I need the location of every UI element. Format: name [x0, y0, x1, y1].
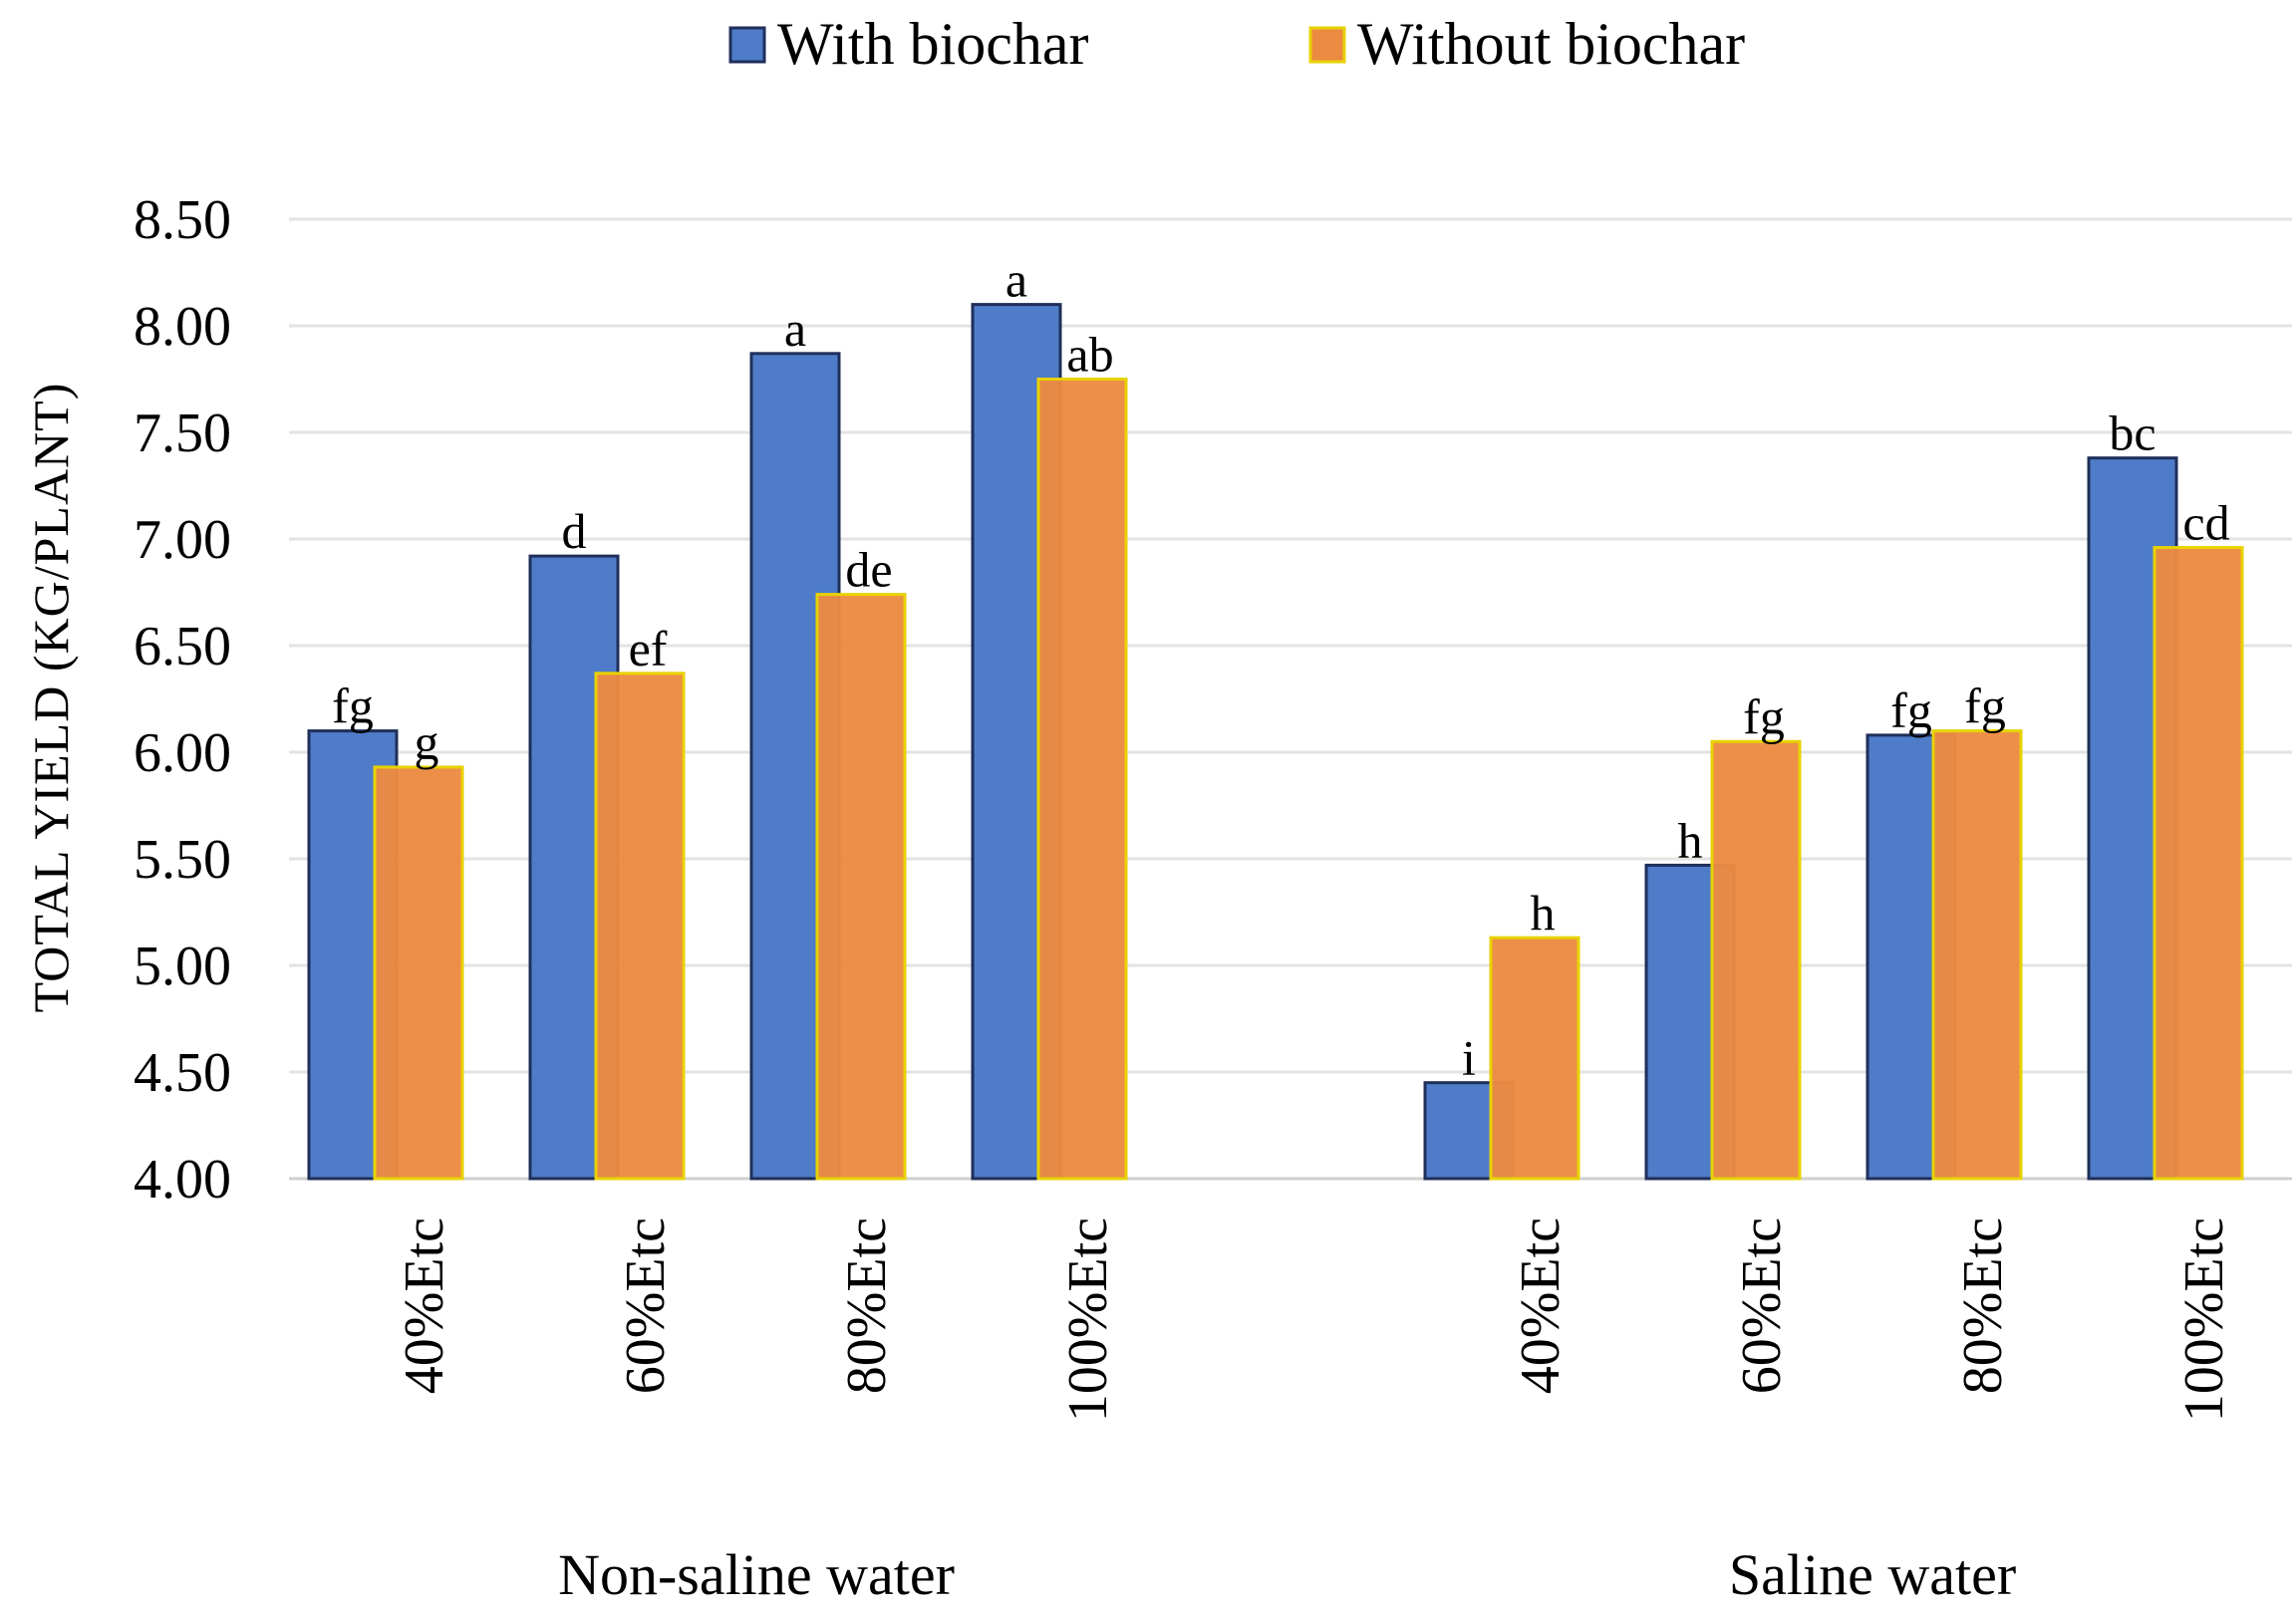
data-label-with-biochar-non-saline-water-100pctetc: a — [1005, 252, 1027, 308]
bar-without-biochar-non-saline-water-40pctetc — [373, 765, 464, 1181]
y-tick-label: 8.00 — [134, 296, 231, 358]
data-label-with-biochar-non-saline-water-60pctetc: d — [562, 503, 587, 559]
data-label-with-biochar-saline-water-80pctetc: fg — [1890, 682, 1932, 738]
x-category-label-non-saline-water-100pctetc: 100%Etc — [1057, 1217, 1119, 1422]
y-tick-label: 8.50 — [134, 189, 231, 251]
data-label-with-biochar-saline-water-100pctetc: bc — [2109, 405, 2155, 461]
legend-label-with-biochar: With biochar — [777, 11, 1089, 77]
data-label-without-biochar-non-saline-water-80pctetc: de — [845, 542, 892, 598]
y-tick-label: 7.00 — [134, 509, 231, 571]
y-tick-label: 6.50 — [134, 616, 231, 677]
data-label-with-biochar-saline-water-60pctetc: h — [1678, 812, 1703, 868]
x-axis-categories: 40%Etc 60%Etc 80%Etc 100%Etc 40%Etc 60%Etc 80%… — [394, 1217, 2235, 1422]
bar-without-biochar-non-saline-water-80pctetc — [815, 593, 907, 1181]
data-label-without-biochar-non-saline-water-40pctetc: g — [415, 714, 439, 770]
data-label-without-biochar-saline-water-80pctetc: fg — [1964, 678, 2006, 734]
data-label-without-biochar-non-saline-water-100pctetc: ab — [1066, 327, 1113, 383]
y-tick-label: 7.50 — [134, 403, 231, 464]
bar-without-biochar-saline-water-80pctetc — [1931, 729, 2023, 1181]
x-category-label-saline-water-100pctetc: 100%Etc — [2173, 1217, 2235, 1422]
data-label-without-biochar-saline-water-60pctetc: fg — [1743, 688, 1785, 744]
group-label-saline-water: Saline water — [1729, 1542, 2016, 1607]
x-category-label-saline-water-60pctetc: 60%Etc — [1731, 1217, 1793, 1394]
y-tick-label: 5.00 — [134, 936, 231, 997]
x-category-label-non-saline-water-60pctetc: 60%Etc — [615, 1217, 677, 1394]
bar-without-biochar-saline-water-100pctetc — [2152, 546, 2244, 1181]
bar-without-biochar-non-saline-water-100pctetc — [1036, 378, 1128, 1181]
bars — [307, 303, 2244, 1181]
legend-swatch-with-biochar — [728, 26, 766, 64]
x-category-label-saline-water-80pctetc: 80%Etc — [1952, 1217, 2014, 1394]
y-axis-ticks: 4.00 4.50 5.00 5.50 6.00 6.50 7.00 7.50 8.00 8.50 — [134, 189, 231, 1211]
x-category-label-non-saline-water-80pctetc: 80%Etc — [836, 1217, 898, 1394]
x-category-label-saline-water-40pctetc: 40%Etc — [1510, 1217, 1572, 1394]
data-label-with-biochar-saline-water-40pctetc: i — [1462, 1030, 1476, 1086]
y-tick-label: 4.00 — [134, 1149, 231, 1211]
bar-without-biochar-non-saline-water-60pctetc — [594, 672, 686, 1181]
legend-swatch-without-biochar — [1308, 26, 1346, 64]
legend-label-without-biochar: Without biochar — [1357, 11, 1745, 77]
x-category-label-non-saline-water-40pctetc: 40%Etc — [394, 1217, 455, 1394]
y-tick-label: 6.00 — [134, 722, 231, 784]
y-tick-label: 4.50 — [134, 1042, 231, 1104]
data-label-without-biochar-saline-water-40pctetc: h — [1531, 885, 1556, 941]
bar-without-biochar-saline-water-40pctetc — [1489, 936, 1580, 1181]
legend: With biochar Without biochar — [728, 11, 1745, 77]
bar-without-biochar-saline-water-60pctetc — [1710, 739, 1802, 1181]
y-axis-label: TOTAL YIELD (KG/PLANT) — [23, 383, 79, 1013]
group-label-non-saline-water: Non-saline water — [558, 1542, 955, 1607]
data-label-with-biochar-non-saline-water-40pctetc: fg — [332, 678, 374, 734]
y-tick-label: 5.50 — [134, 829, 231, 891]
group-labels: Non-saline water Saline water — [558, 1542, 2016, 1607]
data-label-without-biochar-saline-water-100pctetc: cd — [2182, 495, 2229, 551]
data-label-without-biochar-non-saline-water-60pctetc: ef — [629, 621, 668, 676]
data-label-with-biochar-non-saline-water-80pctetc: a — [784, 301, 806, 357]
